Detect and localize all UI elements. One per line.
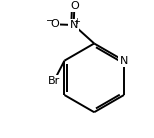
Text: N: N: [120, 56, 128, 66]
Text: O: O: [70, 1, 79, 11]
Text: Br: Br: [48, 76, 60, 86]
Text: −: −: [46, 16, 54, 26]
Text: O: O: [50, 19, 59, 29]
Text: N: N: [69, 20, 78, 30]
Text: +: +: [74, 17, 80, 26]
